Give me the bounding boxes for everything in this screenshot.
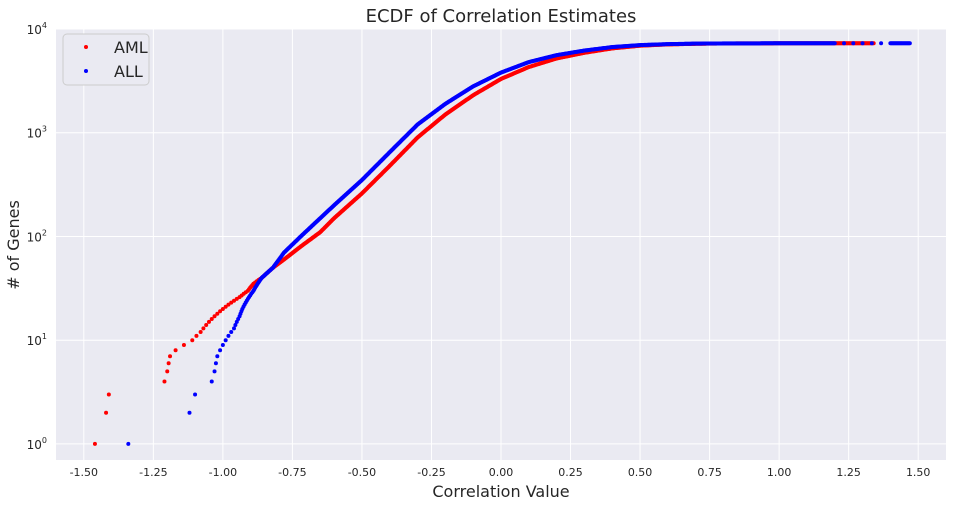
- series-all: [126, 41, 912, 446]
- y-tick-base: 10: [27, 230, 42, 244]
- y-tick-label: 103: [27, 125, 47, 141]
- data-point: [204, 323, 209, 328]
- x-tick-label: -0.50: [348, 466, 376, 479]
- data-point: [194, 333, 199, 338]
- data-point: [860, 41, 865, 46]
- y-tick-label: 100: [27, 436, 47, 452]
- legend-label-all: ALL: [114, 62, 143, 81]
- x-tick-label: -1.25: [139, 466, 167, 479]
- y-tick-label: 104: [27, 21, 47, 37]
- legend: AML ALL: [62, 33, 150, 86]
- data-point: [229, 300, 234, 305]
- data-point: [209, 379, 214, 384]
- data-point: [218, 309, 223, 314]
- data-point: [106, 392, 111, 397]
- data-point: [168, 354, 173, 359]
- data-point: [907, 41, 912, 46]
- data-point: [213, 361, 218, 366]
- x-tick-label: -0.75: [278, 466, 306, 479]
- y-axis-label: # of Genes: [4, 200, 23, 290]
- x-tick-label: 1.25: [836, 466, 861, 479]
- data-point: [173, 348, 178, 353]
- x-tick-label: -1.50: [70, 466, 98, 479]
- y-tick-base: 10: [27, 438, 42, 452]
- data-point: [842, 41, 847, 46]
- data-point: [223, 338, 228, 343]
- y-tick-exponent: 1: [42, 332, 47, 341]
- x-tick-label: -0.25: [417, 466, 445, 479]
- y-tick-exponent: 4: [42, 21, 47, 30]
- data-point: [187, 410, 192, 415]
- grid-lines: [56, 28, 946, 460]
- data-point: [198, 329, 203, 334]
- y-tick-base: 10: [27, 127, 42, 141]
- y-tick-exponent: 0: [42, 436, 47, 445]
- data-point: [232, 326, 236, 331]
- data-point: [190, 338, 195, 343]
- legend-label-aml: AML: [114, 38, 148, 57]
- x-tick-label: 0.50: [628, 466, 653, 479]
- legend-marker-aml: [84, 45, 88, 49]
- data-point: [104, 410, 109, 415]
- data-point: [869, 41, 874, 46]
- data-point: [223, 304, 228, 309]
- legend-marker-all: [84, 69, 88, 73]
- data-point: [165, 369, 170, 374]
- y-tick-label: 101: [27, 332, 47, 348]
- x-tick-label: 1.50: [906, 466, 931, 479]
- y-tick-base: 10: [27, 23, 42, 37]
- x-tick-label: -1.00: [209, 466, 237, 479]
- data-point: [166, 361, 171, 366]
- data-point: [212, 369, 217, 374]
- data-point: [212, 314, 217, 319]
- data-point: [206, 319, 211, 324]
- data-point: [851, 41, 856, 46]
- data-point: [193, 392, 198, 397]
- y-tick-base: 10: [27, 334, 42, 348]
- x-tick-label: 1.00: [767, 466, 792, 479]
- data-point: [229, 329, 234, 334]
- data-point: [181, 342, 186, 347]
- data-point: [92, 441, 97, 446]
- data-point: [226, 333, 231, 338]
- data-points: [92, 41, 912, 446]
- x-tick-labels: -1.50 -1.25 -1.00 -0.75 -0.50 -0.25 0.00 0.25 0.…: [70, 466, 931, 479]
- x-tick-label: 0.25: [558, 466, 583, 479]
- data-point: [832, 41, 837, 46]
- data-point: [879, 41, 884, 46]
- data-point: [226, 302, 231, 307]
- data-point: [162, 379, 167, 384]
- x-axis-label: Correlation Value: [432, 482, 569, 501]
- data-point: [126, 441, 131, 446]
- y-tick-label: 102: [27, 228, 47, 244]
- y-tick-exponent: 2: [42, 228, 47, 237]
- chart-title: ECDF of Correlation Estimates: [366, 6, 637, 27]
- data-point: [220, 342, 225, 347]
- x-tick-label: 0.75: [697, 466, 722, 479]
- data-point: [215, 311, 220, 316]
- data-point: [201, 326, 206, 331]
- data-point: [218, 348, 223, 353]
- data-point: [233, 323, 238, 328]
- x-tick-label: 0.00: [489, 466, 514, 479]
- data-point: [220, 306, 225, 311]
- data-point: [215, 354, 220, 359]
- data-point: [209, 317, 214, 322]
- y-tick-exponent: 3: [42, 125, 47, 134]
